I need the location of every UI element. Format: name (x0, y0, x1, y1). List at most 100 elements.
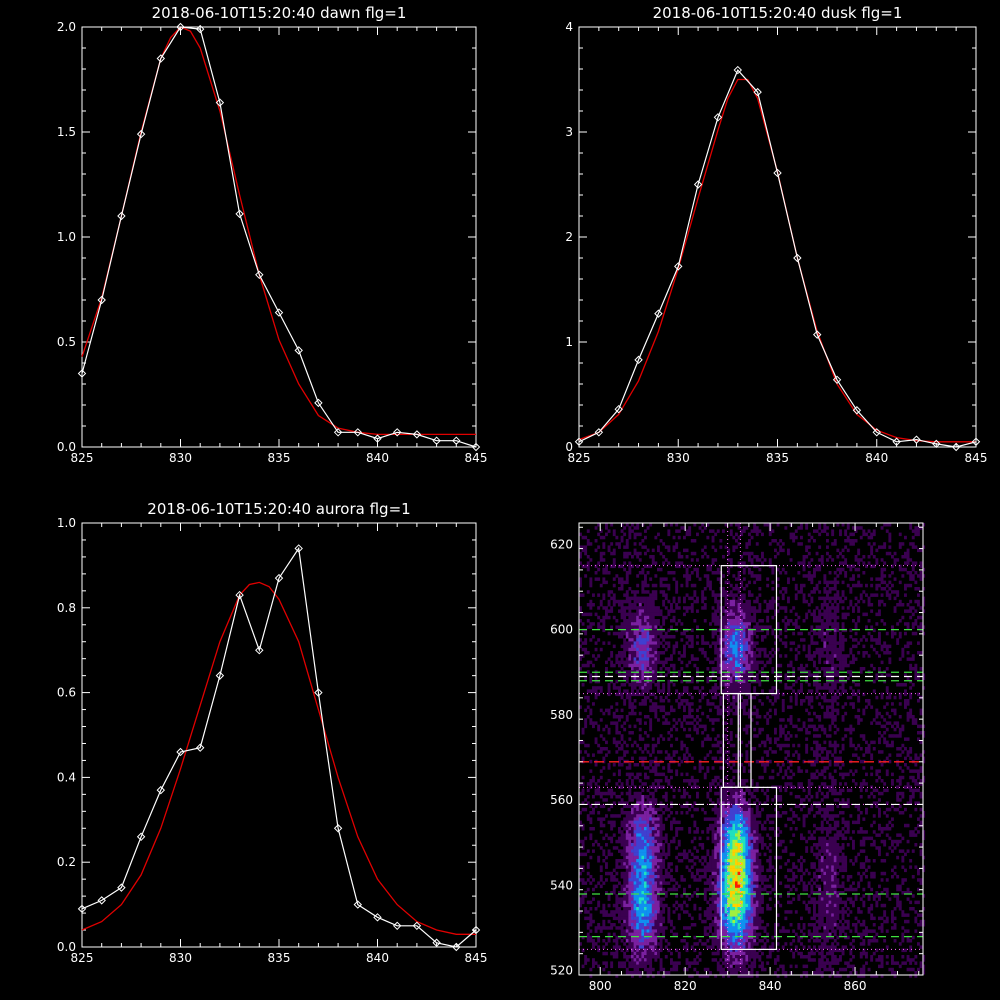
y-tick-label: 580 (550, 708, 573, 722)
chart-title: 2018-06-10T15:20:40 aurora flg=1 (147, 500, 410, 518)
data-point (634, 355, 643, 365)
y-tick-label: 0.0 (57, 440, 76, 454)
y-tick-label: 540 (550, 878, 573, 892)
x-tick-label: 835 (268, 951, 291, 965)
x-tick-label: 830 (667, 451, 690, 465)
data-point (713, 113, 723, 122)
x-tick-label: 845 (965, 451, 988, 465)
y-tick-label: 0.4 (57, 770, 76, 784)
chart-panel-1: 825 830 835 840 845 0.0 0.5 1.0 1.5 2.0 2018-06-10… (57, 4, 488, 465)
y-tick-label: 1.0 (57, 230, 76, 244)
x-tick-label: 820 (674, 979, 697, 993)
data-point (574, 437, 584, 446)
data-point (793, 253, 802, 263)
data-point (693, 180, 703, 189)
data-point (373, 434, 382, 443)
x-tick-label: 835 (268, 451, 291, 465)
y-tick-label: 520 (550, 964, 573, 978)
data-line (578, 68, 977, 448)
heatmap-overlays (579, 523, 923, 975)
data-point (274, 573, 284, 583)
data-point (195, 24, 205, 34)
y-axis: 0 1 2 3 4 (565, 20, 976, 454)
data-point (971, 437, 981, 446)
x-tick-label: 825 (71, 951, 94, 965)
data-line (81, 546, 477, 948)
chart-title: 2018-06-10T15:20:40 dawn flg=1 (152, 4, 407, 22)
x-tick-label: 830 (169, 951, 192, 965)
data-point (373, 913, 382, 922)
data-line (81, 26, 477, 448)
data-point (471, 925, 481, 935)
data-point (471, 442, 481, 452)
y-tick-label: 0.8 (57, 601, 76, 615)
data-point (594, 428, 604, 437)
fit-curve (578, 78, 976, 443)
y-axis: 0.0 0.5 1.0 1.5 2.0 (57, 20, 476, 454)
data-point (452, 942, 461, 952)
data-point (136, 129, 146, 139)
data-point (932, 439, 941, 449)
x-tick-label: 845 (465, 951, 488, 965)
chart-panel-4: 800 820 840 860 520 540 560 580 600 620 (550, 522, 926, 993)
x-tick-label: 840 (366, 451, 389, 465)
data-point (832, 375, 842, 385)
data-point (176, 22, 185, 32)
chart-panel-3: 825 830 835 840 845 0.0 0.2 0.4 0.6 0.8 1.0 2018-06… (57, 500, 488, 965)
y-tick-label: 0 (565, 440, 573, 454)
data-point (314, 688, 323, 697)
x-tick-label: 835 (766, 451, 789, 465)
x-axis: 825 830 835 840 845 (71, 27, 488, 465)
data-point (156, 54, 166, 63)
data-point (333, 824, 343, 833)
data-point (412, 430, 422, 439)
data-point (235, 209, 244, 219)
y-axis: 0.0 0.2 0.4 0.6 0.8 1.0 (57, 516, 476, 954)
x-tick-label: 845 (465, 451, 488, 465)
y-tick-label: 560 (550, 793, 573, 807)
data-point (235, 590, 244, 600)
data-point (852, 406, 862, 415)
y-tick-label: 0.6 (57, 686, 76, 700)
data-point (733, 65, 743, 75)
data-point (77, 904, 87, 914)
x-tick-label: 830 (169, 451, 192, 465)
data-point (176, 747, 185, 757)
y-tick-label: 3 (565, 125, 573, 139)
data-point (392, 921, 402, 931)
data-point (432, 436, 441, 445)
y-tick-label: 0.2 (57, 855, 76, 869)
data-point (215, 98, 225, 107)
plot-frame (578, 522, 924, 976)
data-point (353, 900, 363, 909)
data-point (392, 428, 402, 437)
data-point (812, 330, 822, 339)
data-point (97, 295, 106, 305)
data-point (951, 442, 961, 452)
y-tick-label: 2.0 (57, 20, 76, 34)
data-point (912, 435, 921, 444)
y-tick-label: 620 (550, 537, 573, 551)
data-point (432, 938, 441, 947)
data-point (77, 369, 87, 378)
data-point (156, 785, 166, 795)
y-tick-label: 0.0 (57, 940, 76, 954)
x-tick-label: 825 (71, 451, 94, 465)
data-point (614, 404, 623, 414)
y-tick-label: 1.5 (57, 125, 76, 139)
selection-box (720, 786, 778, 951)
chart-title: 2018-06-10T15:20:40 dusk flg=1 (653, 4, 903, 22)
data-point (117, 883, 126, 892)
x-tick-label: 840 (759, 979, 782, 993)
fit-curve (81, 581, 476, 935)
data-point (314, 398, 323, 408)
heatmap-image (579, 523, 926, 978)
data-point (333, 428, 343, 437)
data-point (452, 436, 461, 445)
y-tick-label: 0.5 (57, 335, 76, 349)
data-point (255, 645, 264, 655)
data-point (353, 428, 363, 437)
x-tick-label: 840 (865, 451, 888, 465)
y-tick-label: 1.0 (57, 516, 76, 530)
data-point (136, 832, 146, 841)
